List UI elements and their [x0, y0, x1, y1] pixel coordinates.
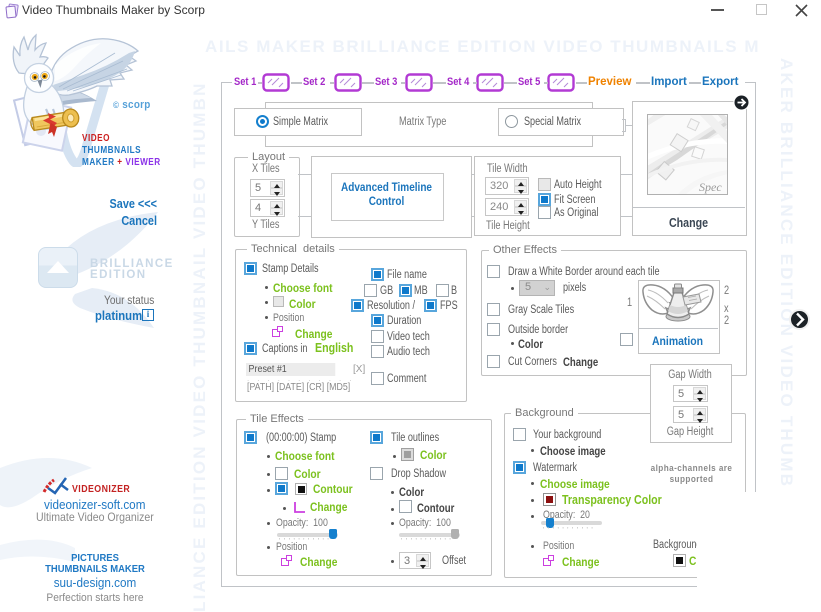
svg-text:Spec: Spec — [699, 180, 722, 194]
